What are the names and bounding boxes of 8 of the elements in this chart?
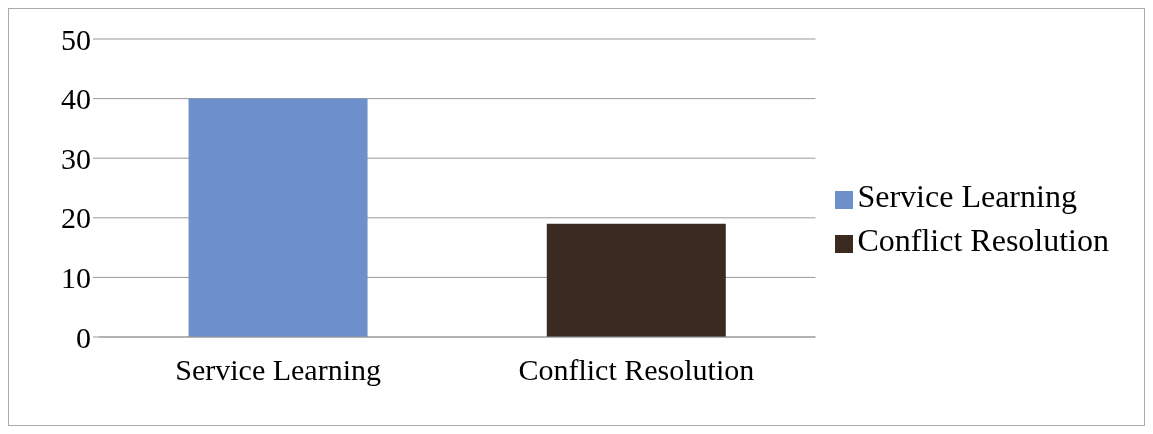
y-tick-label: 20 — [61, 201, 91, 235]
y-tick-label: 30 — [61, 141, 91, 175]
y-tick-label: 0 — [76, 320, 91, 354]
legend-label: Service Learning — [857, 178, 1077, 214]
legend-label: Conflict Resolution — [857, 222, 1109, 258]
y-tick-label: 50 — [61, 22, 91, 56]
y-tick-label: 40 — [61, 82, 91, 116]
y-tick-label: 10 — [61, 261, 91, 295]
